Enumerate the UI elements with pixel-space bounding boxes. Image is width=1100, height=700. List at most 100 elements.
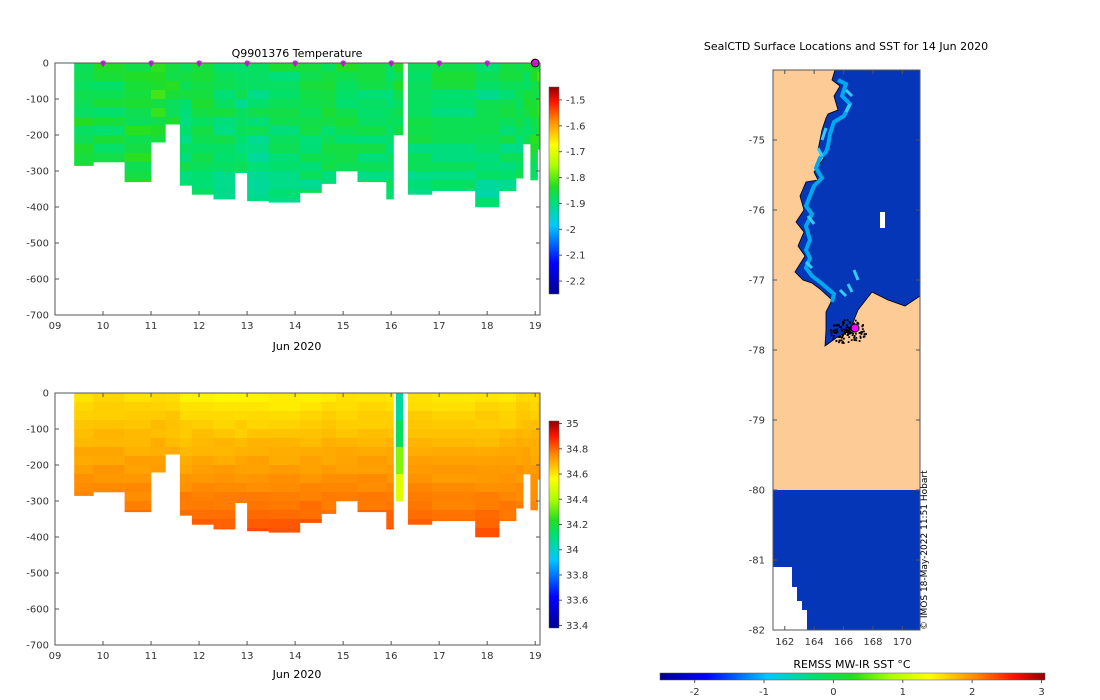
salinity-cell	[475, 510, 500, 520]
salinity-cell	[74, 456, 94, 466]
temperature-cell	[235, 81, 248, 91]
y-tick-label: -700	[26, 311, 49, 322]
y-tick-label: -400	[26, 203, 49, 214]
temperature-cell	[357, 108, 387, 118]
salinity-cell	[321, 474, 337, 484]
temperature-cell	[530, 90, 538, 100]
salinity-cell	[151, 429, 166, 439]
temperature-cell	[357, 90, 387, 100]
salinity-cell	[516, 456, 524, 466]
temperature-cell	[179, 63, 193, 73]
temperature-cell	[499, 108, 517, 118]
salinity-cell	[537, 474, 541, 480]
surface-location-dot	[843, 319, 846, 322]
temperature-cell	[393, 117, 404, 127]
temperature-cell	[191, 126, 214, 136]
colorbar-tick-label: 33.4	[566, 621, 588, 632]
salinity-cell	[475, 519, 500, 529]
salinity-cell	[179, 465, 193, 475]
temperature-cell	[407, 144, 433, 154]
temperature-cell	[191, 117, 214, 127]
temperature-cell	[499, 90, 517, 100]
temperature-cell	[74, 63, 94, 73]
temperature-cell	[191, 144, 214, 154]
salinity-cell	[299, 402, 322, 412]
salinity-cell	[407, 474, 433, 484]
temperature-cell	[537, 63, 541, 73]
salinity-cell	[537, 456, 541, 466]
salinity-anomaly-cell	[395, 447, 404, 475]
temperature-cell	[247, 144, 269, 154]
surface-location-dot	[863, 333, 866, 335]
surface-location-dot	[836, 330, 839, 333]
temperature-cell	[247, 126, 269, 136]
salinity-cell	[268, 483, 301, 493]
salinity-cell	[247, 420, 269, 430]
temperature-cell	[179, 126, 193, 136]
salinity-cell	[407, 510, 433, 520]
salinity-cell	[357, 465, 387, 475]
temperature-cell	[537, 108, 541, 118]
temperature-cell	[93, 63, 125, 73]
temperature-cell	[523, 117, 531, 127]
salinity-cell	[299, 474, 322, 484]
temperature-cell	[386, 144, 394, 154]
salinity-cell	[299, 519, 322, 523]
temperature-cell	[357, 99, 387, 109]
temperature-cell	[299, 189, 322, 193]
temperature-cell	[321, 144, 337, 154]
temperature-cell	[74, 144, 94, 154]
temperature-cell	[475, 180, 500, 190]
colorbar-tick-label: -1.7	[566, 147, 586, 158]
temperature-cell	[124, 99, 152, 109]
temperature-cell	[191, 180, 214, 190]
temperature-cell	[165, 90, 181, 100]
y-tick-label: -200	[26, 461, 49, 472]
temperature-cell	[407, 72, 433, 82]
salinity-x-axis: 09 10 11 12 13 14 15 16 17 18 19	[49, 393, 542, 662]
temperature-cell	[530, 72, 538, 82]
temperature-cell	[321, 117, 337, 127]
surface-location-dot	[859, 337, 862, 339]
salinity-cell	[93, 420, 125, 430]
salinity-cell	[516, 474, 524, 484]
temperature-cell	[124, 144, 152, 154]
temperature-cell	[235, 90, 248, 100]
salinity-cell	[357, 411, 387, 421]
salinity-cell	[386, 420, 394, 430]
salinity-cell	[151, 393, 166, 403]
lat-tick-label: -79	[749, 416, 765, 427]
temperature-cell	[74, 153, 94, 163]
surface-location-dot	[833, 335, 835, 337]
lat-tick-label: -80	[749, 486, 765, 497]
surface-location-dot	[837, 324, 840, 327]
temperature-cell	[191, 81, 214, 91]
temperature-cell	[407, 180, 433, 190]
temperature-cell	[321, 162, 337, 172]
temperature-cell	[516, 153, 524, 163]
salinity-cell	[268, 429, 301, 439]
surface-location-dot	[848, 327, 851, 329]
temperature-cell	[74, 162, 94, 166]
salinity-cell	[191, 447, 214, 457]
temperature-cell	[151, 99, 166, 109]
salinity-cell	[299, 456, 322, 466]
salinity-cell	[179, 429, 193, 439]
temperature-cell	[247, 108, 269, 118]
temperature-cell	[475, 198, 500, 208]
surface-location-dot	[848, 329, 850, 332]
surface-location-dot	[859, 335, 862, 338]
salinity-cell	[386, 483, 394, 493]
temperature-colorbar	[548, 86, 560, 295]
temperature-cell	[235, 63, 248, 73]
colorbar-tick-label: 34.6	[566, 470, 588, 481]
salinity-cell	[432, 465, 476, 475]
sst-map-panel: SealCTD Surface Locations and SST for 14…	[659, 40, 1046, 698]
temperature-cell	[247, 180, 269, 190]
temperature-cell	[191, 108, 214, 118]
lon-tick-label: 168	[863, 637, 882, 648]
temperature-cell	[151, 135, 166, 143]
temperature-cell	[523, 72, 531, 82]
surface-location-dot	[859, 331, 862, 334]
temperature-cell	[523, 90, 531, 100]
